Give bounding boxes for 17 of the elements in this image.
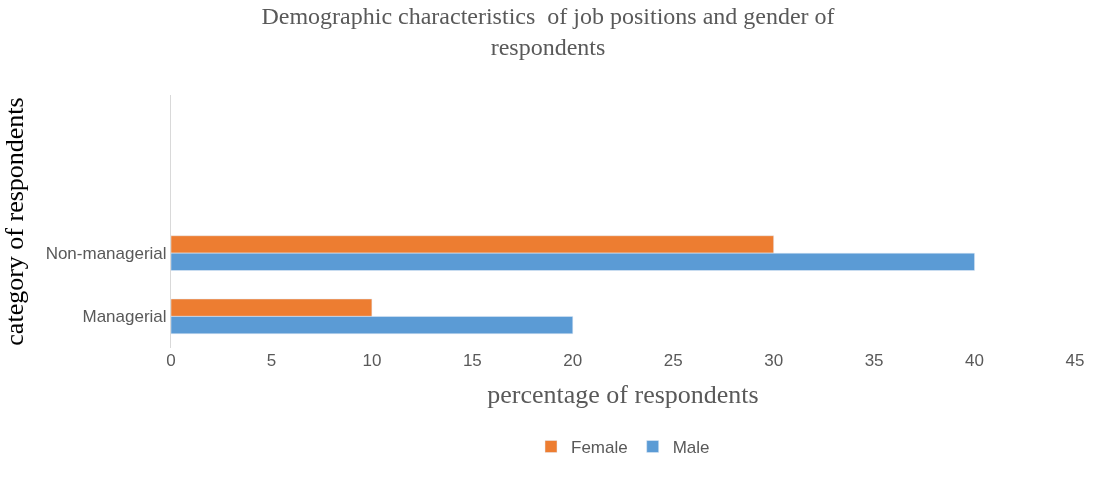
y-tick-label: Managerial [82,307,167,327]
x-tick-label: 10 [362,351,382,370]
x-tick-label: 40 [965,351,985,370]
x-tick-label: 5 [266,351,277,370]
y-tick-label: Non-managerial [45,244,167,264]
x-tick-label: 15 [462,351,482,370]
legend-label: Female [571,438,628,458]
chart-title: Demographic characteristics of job positions and gender of respondents [261,2,835,61]
x-tick-label: 35 [864,351,884,370]
y-axis-title: category of respondents [0,97,29,346]
x-tick-label: 30 [764,351,784,370]
x-tick-label: 20 [563,351,583,370]
x-tick-label: 45 [1065,351,1085,370]
legend-label: Male [672,438,710,458]
x-tick-label: 0 [166,351,176,370]
x-tick-label: 25 [663,351,683,370]
x-axis-title: percentage of respondents [487,379,759,409]
